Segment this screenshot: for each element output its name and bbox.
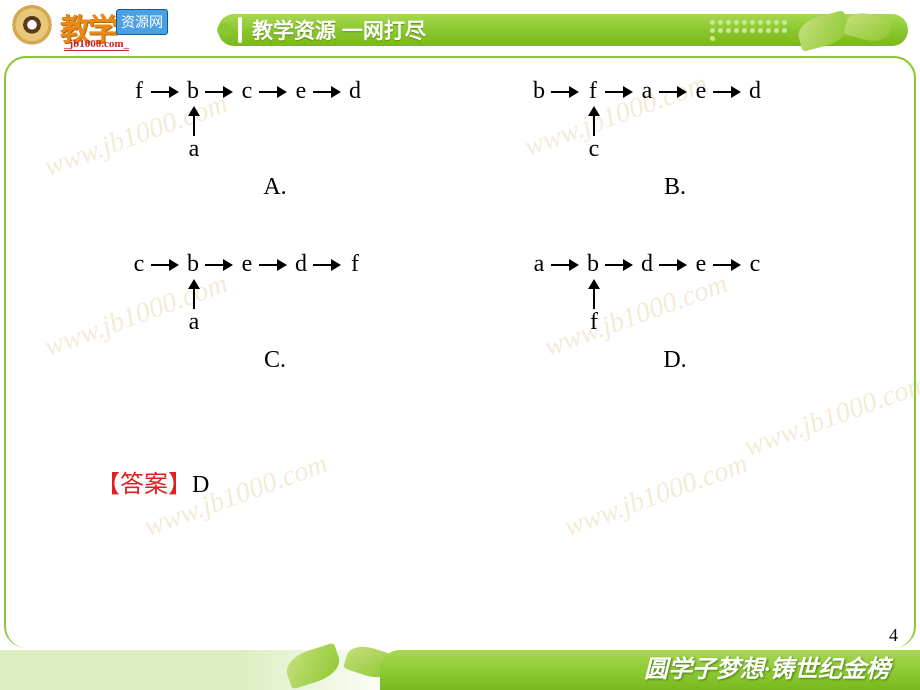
- arrow-right-icon: [259, 258, 289, 272]
- answer-prefix: 【答案】: [96, 472, 192, 498]
- node: a: [530, 251, 548, 278]
- arrow-right-icon: [259, 85, 289, 99]
- node: d: [746, 78, 764, 105]
- node: c: [238, 78, 256, 105]
- diagram-A: f b c e d a: [130, 76, 420, 166]
- node: e: [292, 78, 310, 105]
- arrow-right-icon: [659, 85, 689, 99]
- logo-url: _jb1000.com_: [64, 38, 129, 51]
- node: f: [584, 78, 602, 105]
- arrow-right-icon: [205, 85, 235, 99]
- header-bar: 教学资源 一网打尽: [218, 14, 908, 46]
- diagram-B: b f a e d c: [530, 76, 820, 166]
- arrow-right-icon: [551, 85, 581, 99]
- node: b: [530, 78, 548, 105]
- node: a: [638, 78, 656, 105]
- arrow-right-icon: [713, 258, 743, 272]
- option-label-A: A.: [263, 174, 286, 201]
- node: d: [638, 251, 656, 278]
- node: a: [185, 136, 203, 163]
- header-dots-icon: [710, 20, 788, 40]
- arrow-right-icon: [205, 258, 235, 272]
- answer-line: 【答案】D: [96, 464, 900, 499]
- footer-bar: 圆学子梦想·铸世纪金榜: [380, 650, 920, 690]
- arrow-right-icon: [151, 85, 181, 99]
- node: b: [184, 251, 202, 278]
- option-D: a b d e c f D.: [480, 249, 870, 374]
- node: a: [185, 309, 203, 336]
- node: e: [692, 251, 710, 278]
- header: 教学资源网 _jb1000.com_ 教学资源 一网打尽: [0, 0, 920, 54]
- footer: 圆学子梦想·铸世纪金榜: [0, 642, 920, 690]
- node: d: [292, 251, 310, 278]
- node: f: [130, 78, 148, 105]
- arrow-right-icon: [713, 85, 743, 99]
- node: e: [692, 78, 710, 105]
- arrow-up-icon: [587, 279, 601, 309]
- arrow-right-icon: [659, 258, 689, 272]
- content-area: f b c e d a A.: [20, 66, 900, 626]
- arrow-right-icon: [605, 85, 635, 99]
- header-title: 教学资源 一网打尽: [252, 15, 426, 45]
- logo-icon: [8, 5, 56, 49]
- logo-text-sub: 资源网: [116, 9, 168, 35]
- node: c: [130, 251, 148, 278]
- header-leaf-icon: [788, 8, 898, 52]
- node: f: [346, 251, 364, 278]
- arrow-up-icon: [587, 106, 601, 136]
- logo: 教学资源网 _jb1000.com_: [8, 2, 218, 52]
- answer-value: D: [192, 472, 209, 498]
- option-label-B: B.: [664, 174, 686, 201]
- arrow-right-icon: [313, 85, 343, 99]
- node: c: [746, 251, 764, 278]
- arrow-right-icon: [313, 258, 343, 272]
- options-grid: f b c e d a A.: [20, 66, 900, 374]
- page-number: 4: [889, 625, 898, 646]
- option-A: f b c e d a A.: [80, 76, 470, 201]
- arrow-right-icon: [151, 258, 181, 272]
- node: d: [346, 78, 364, 105]
- node: b: [184, 78, 202, 105]
- node: f: [585, 309, 603, 336]
- arrow-up-icon: [187, 279, 201, 309]
- diagram-D: a b d e c f: [530, 249, 820, 339]
- node: b: [584, 251, 602, 278]
- footer-text: 圆学子梦想·铸世纪金榜: [644, 649, 890, 684]
- node: c: [585, 136, 603, 163]
- option-label-D: D.: [663, 347, 686, 374]
- node: e: [238, 251, 256, 278]
- diagram-C: c b e d f a: [130, 249, 420, 339]
- arrow-right-icon: [605, 258, 635, 272]
- arrow-right-icon: [551, 258, 581, 272]
- option-C: c b e d f a C.: [80, 249, 470, 374]
- option-label-C: C.: [264, 347, 286, 374]
- arrow-up-icon: [187, 106, 201, 136]
- option-B: b f a e d c B.: [480, 76, 870, 201]
